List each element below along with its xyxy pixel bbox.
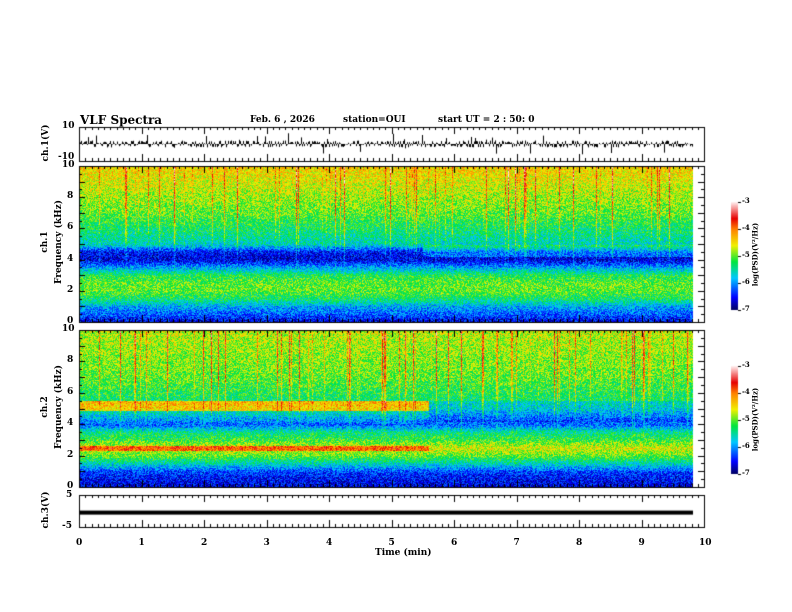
x-axis-label: Time (min) <box>375 548 432 558</box>
ch1-spec-ylabel-2: Frequency (kHz) <box>54 200 64 285</box>
start-time-label: start UT = 2 : 50: 0 <box>438 115 535 125</box>
colorbar-label-ch1: log(PSD)(V²/Hz) <box>750 222 760 287</box>
colorbar-tick: -6 <box>742 441 750 450</box>
ch2-spec-ylabel-2: Frequency (kHz) <box>54 365 64 450</box>
colorbar-label-ch2: log(PSD)(V²/Hz) <box>750 387 760 452</box>
ch1-wave-ytick: -10 <box>58 152 75 162</box>
colorbar-tick: -5 <box>742 250 750 259</box>
ch1-wave-ylabel: ch.1(V) <box>41 124 51 162</box>
freq-ytick: 0 <box>67 481 74 491</box>
freq-ytick: 10 <box>62 160 75 170</box>
ch1-spec-ylabel-1: ch.1 <box>40 231 50 253</box>
colorbar-tick: -7 <box>742 304 750 313</box>
x-tick-label: 7 <box>513 538 520 548</box>
ch2-spec-ylabel-1: ch.2 <box>40 396 50 418</box>
freq-ytick: 10 <box>62 324 75 334</box>
ch1-wave-ytick: 10 <box>62 121 75 131</box>
colorbar-tick: -5 <box>742 414 750 423</box>
freq-ytick: 8 <box>67 191 74 202</box>
x-tick-label: 6 <box>451 538 458 548</box>
x-tick-label: 9 <box>638 538 645 548</box>
colorbar-tick: -3 <box>742 196 750 205</box>
colorbar-tick: -3 <box>742 360 750 369</box>
ch3-wave-ytick: -5 <box>62 521 72 531</box>
freq-ytick: 2 <box>67 449 74 460</box>
freq-ytick: 6 <box>67 386 74 397</box>
colorbar-tick: -6 <box>742 277 750 286</box>
colorbar-tick: -4 <box>742 223 750 232</box>
freq-ytick: 4 <box>67 253 74 264</box>
x-tick-label: 2 <box>201 538 208 548</box>
freq-ytick: 0 <box>67 316 74 326</box>
date-label: Feb. 6 , 2026 <box>250 115 315 125</box>
colorbar-tick: -4 <box>742 387 750 396</box>
freq-ytick: 6 <box>67 222 74 233</box>
station-label: station=OUI <box>343 115 406 125</box>
freq-ytick: 8 <box>67 355 74 366</box>
ch3-wave-ytick: 5 <box>66 490 73 500</box>
x-tick-label: 10 <box>699 538 712 548</box>
x-tick-label: 3 <box>263 538 270 548</box>
colorbar-tick: -7 <box>742 468 750 477</box>
ch3-wave-ylabel: ch.3(V) <box>41 491 51 529</box>
plot-title: VLF Spectra <box>80 113 163 127</box>
x-tick-label: 4 <box>326 538 333 548</box>
x-tick-label: 8 <box>576 538 583 548</box>
x-tick-label: 5 <box>388 538 395 548</box>
x-tick-label: 0 <box>76 538 83 548</box>
freq-ytick: 4 <box>67 418 74 429</box>
x-tick-label: 1 <box>138 538 145 548</box>
freq-ytick: 2 <box>67 284 74 295</box>
